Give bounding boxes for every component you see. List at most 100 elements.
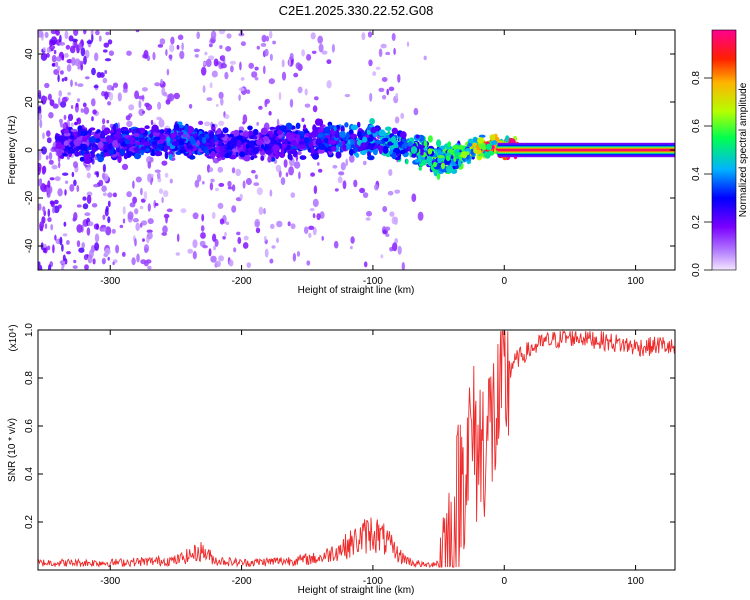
spectrogram-noise-cell <box>69 184 75 192</box>
spectrogram-ridge-cell <box>276 129 283 135</box>
spectrogram-noise-cell <box>38 30 44 38</box>
spectrogram-noise-cell <box>121 251 126 257</box>
snr-frame <box>37 329 676 571</box>
spectrogram-noise-cell <box>301 49 305 57</box>
spectrogram-ridge-cell <box>421 159 428 166</box>
spectrogram-ridge-cell <box>317 149 325 154</box>
spectrogram-noise-cell <box>160 78 164 85</box>
spectrogram-noise-cell <box>312 226 317 236</box>
spectrogram-noise-cell <box>101 172 106 180</box>
spectrogram-noise-cell <box>73 30 79 36</box>
spectrogram-noise-cell <box>64 76 68 82</box>
spectrogram-noise-cell <box>287 221 291 227</box>
spectrogram-ridge-cell <box>349 133 358 139</box>
spectrogram-ridge-cell <box>62 153 67 157</box>
spectrogram-ridge-cell <box>112 139 119 148</box>
spectrogram-noise-cell <box>132 180 135 189</box>
spectrogram-noise-cell <box>290 223 296 230</box>
spectrogram-noise-cell <box>242 114 248 124</box>
spectrogram-noise-cell <box>38 178 43 187</box>
spectrogram-noise-cell <box>218 182 225 187</box>
spectrogram-noise-cell <box>83 55 87 65</box>
spectrogram-noise-cell <box>312 213 316 219</box>
spectrogram-noise-cell <box>76 117 82 125</box>
snr-series-line <box>38 330 675 569</box>
spectrogram-ridge-cell <box>274 152 280 160</box>
spectrogram-noise-cell <box>208 248 212 257</box>
spectrogram-ridge-cell <box>368 144 373 148</box>
spectrogram-noise-cell <box>306 260 311 266</box>
spectrogram-ridge-cell <box>218 140 223 148</box>
spectrogram-noise-cell <box>378 87 385 93</box>
spectrogram-image <box>38 30 675 270</box>
spectrogram-noise-cell <box>193 48 200 53</box>
spectrogram-noise-cell <box>203 61 207 66</box>
spectrogram-noise-cell <box>251 169 256 174</box>
spectrogram-noise-cell <box>58 118 63 124</box>
spectrogram-noise-cell <box>222 236 226 240</box>
spectrogram-noise-cell <box>345 158 349 167</box>
spectrogram-ridge-cell <box>74 121 78 126</box>
spectrogram-ridge-cell <box>63 132 71 137</box>
spectrogram-noise-cell <box>103 49 108 53</box>
spectrogram-ridge-cell <box>97 141 104 149</box>
spectrogram-noise-cell <box>225 221 230 225</box>
spectrogram-ridge-cell <box>70 134 75 140</box>
spectrogram-noise-cell <box>226 33 232 39</box>
spectrogram-noise-cell <box>144 247 149 254</box>
spectrogram-ridge-cell <box>112 123 117 132</box>
spectrogram-ridge-cell <box>472 142 478 147</box>
spectrogram-noise-cell <box>269 30 273 39</box>
spectrogram-noise-cell <box>269 53 273 61</box>
spectrogram-noise-cell <box>58 41 66 46</box>
spectrogram-noise-cell <box>51 63 55 67</box>
spectrogram-noise-cell <box>292 252 297 262</box>
spectrogram-ridge-cell <box>196 139 200 146</box>
spectrogram-noise-cell <box>127 211 134 220</box>
spectrogram-noise-cell <box>333 240 339 249</box>
spectrogram-noise-cell <box>76 98 81 102</box>
spectrogram-noise-cell <box>41 188 47 193</box>
colorbar-tick-label: 0.6 <box>691 119 702 133</box>
spectrogram-noise-cell <box>296 251 301 257</box>
spectrogram-noise-cell <box>94 52 99 62</box>
spectrogram-noise-cell <box>359 187 366 194</box>
spectrogram-noise-cell <box>313 185 318 195</box>
spectrogram-ridge-cell <box>281 143 287 149</box>
spectrogram-noise-cell <box>417 211 424 221</box>
spectrogram-ridge-cell <box>339 131 346 138</box>
spectrogram-noise-cell <box>211 211 216 220</box>
spectrogram-noise-cell <box>306 54 312 61</box>
spectrogram-noise-cell <box>243 235 249 241</box>
spectrogram-noise-cell <box>227 186 233 190</box>
spectrogram-noise-cell <box>62 233 68 237</box>
spectrogram-ridge-cell <box>149 133 154 139</box>
spectrogram-noise-cell <box>202 245 208 249</box>
spectrogram-ridge-cell <box>90 152 95 159</box>
spectrogram-ridge-cell <box>481 146 487 151</box>
spectrogram-noise-cell <box>224 71 229 80</box>
spectrogram-ridge-cell <box>198 120 204 125</box>
spectrogram-noise-cell <box>104 91 109 100</box>
y-tick-label: 0.4 <box>24 467 35 481</box>
spectrogram-noise-cell <box>122 206 126 215</box>
spectrogram-ridge-cell <box>360 142 366 149</box>
spectrogram-noise-cell <box>214 238 219 247</box>
spectrogram-noise-cell <box>173 92 180 100</box>
spectrogram-ridge-cell <box>229 154 237 160</box>
spectrogram-y-axis: -40 -20 0 20 40 <box>24 48 675 253</box>
spectrogram-noise-cell <box>309 208 315 212</box>
spectrogram-noise-cell <box>264 248 269 258</box>
spectrogram-noise-cell <box>52 103 59 109</box>
spectrogram-noise-cell <box>107 101 112 106</box>
spectrogram-noise-cell <box>73 179 77 187</box>
spectrogram-x-label: Height of straight line (km) <box>298 285 415 296</box>
spectrogram-noise-cell <box>55 61 59 68</box>
spectrogram-noise-cell <box>278 92 282 101</box>
spectrogram-noise-cell <box>362 192 369 199</box>
spectrogram-ridge-cell <box>89 127 96 131</box>
spectrogram-ridge-cell <box>222 127 229 134</box>
colorbar-tick-label: 0.0 <box>691 263 702 277</box>
spectrogram-ridge-cell <box>233 129 240 137</box>
spectrogram-noise-cell <box>54 234 57 241</box>
